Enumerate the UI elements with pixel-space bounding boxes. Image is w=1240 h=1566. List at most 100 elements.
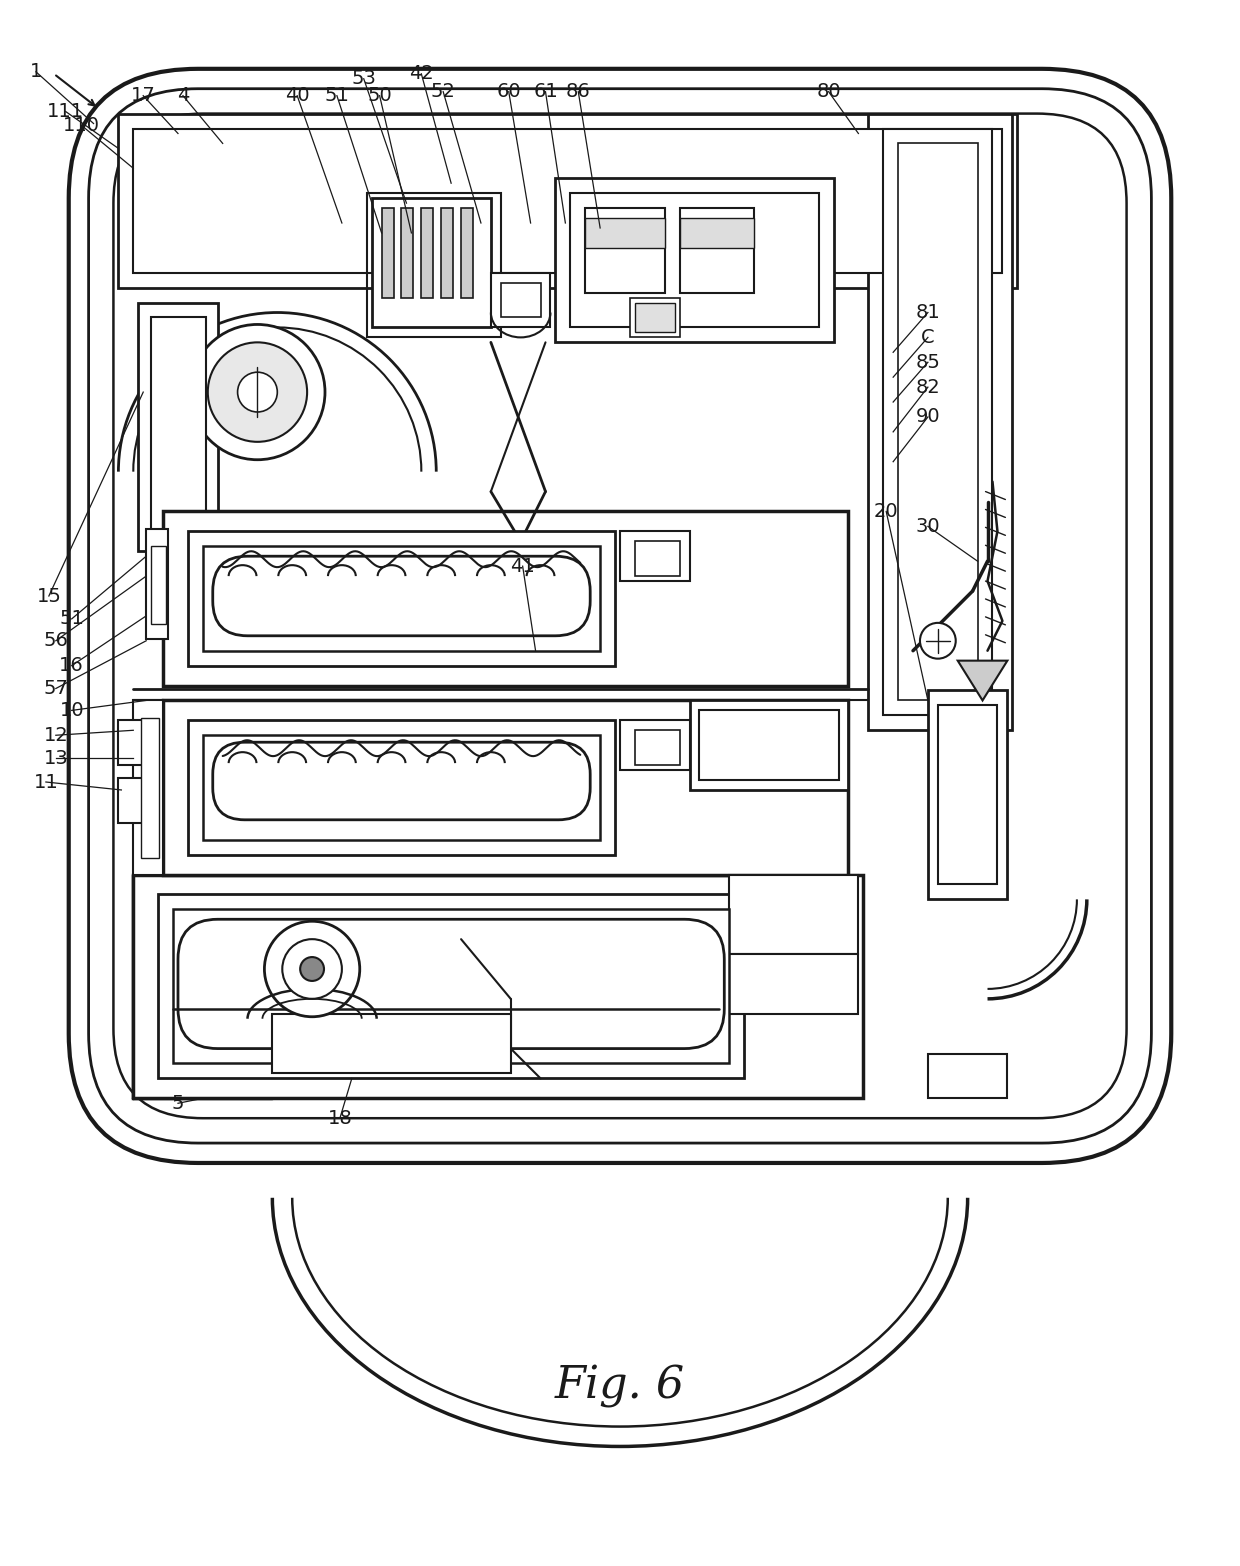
Bar bbox=[174, 910, 729, 1063]
Bar bbox=[151, 318, 206, 536]
Bar bbox=[422, 208, 433, 298]
Bar bbox=[630, 298, 680, 337]
Circle shape bbox=[238, 373, 278, 412]
Text: 110: 110 bbox=[63, 116, 100, 135]
Bar bbox=[164, 512, 848, 686]
Text: 11: 11 bbox=[33, 772, 58, 791]
Bar bbox=[146, 529, 169, 639]
Bar bbox=[585, 208, 665, 293]
Bar bbox=[883, 128, 992, 716]
Bar bbox=[118, 114, 1017, 288]
Circle shape bbox=[264, 921, 360, 1016]
Bar bbox=[151, 547, 166, 623]
Text: 61: 61 bbox=[533, 81, 558, 102]
Text: 16: 16 bbox=[60, 656, 84, 675]
Bar bbox=[164, 700, 848, 874]
Bar bbox=[635, 730, 680, 766]
Bar bbox=[402, 208, 413, 298]
Bar bbox=[937, 705, 997, 885]
Text: 42: 42 bbox=[409, 64, 434, 83]
Bar bbox=[133, 128, 1002, 272]
Bar bbox=[699, 711, 838, 780]
Bar bbox=[133, 874, 863, 1098]
Bar bbox=[680, 218, 754, 247]
Text: 5: 5 bbox=[172, 1093, 185, 1113]
Polygon shape bbox=[957, 661, 1007, 700]
Bar bbox=[118, 778, 149, 822]
Text: 53: 53 bbox=[351, 69, 376, 88]
Text: 12: 12 bbox=[43, 725, 68, 745]
Text: 82: 82 bbox=[915, 377, 940, 396]
Text: 20: 20 bbox=[874, 503, 899, 521]
Bar bbox=[491, 272, 551, 327]
Bar bbox=[159, 894, 744, 1079]
Bar bbox=[118, 114, 1017, 288]
Text: 90: 90 bbox=[915, 407, 940, 426]
Text: 56: 56 bbox=[43, 631, 68, 650]
Bar bbox=[928, 691, 1007, 899]
Bar bbox=[133, 700, 164, 874]
Bar bbox=[118, 720, 149, 766]
Text: 50: 50 bbox=[367, 86, 392, 105]
Bar bbox=[680, 208, 754, 293]
Text: 80: 80 bbox=[816, 81, 841, 102]
Bar bbox=[141, 719, 159, 858]
Bar bbox=[118, 720, 149, 766]
Text: 111: 111 bbox=[47, 102, 84, 121]
FancyBboxPatch shape bbox=[179, 919, 724, 1049]
FancyBboxPatch shape bbox=[213, 556, 590, 636]
Bar bbox=[164, 700, 848, 874]
Circle shape bbox=[920, 623, 956, 659]
Text: 52: 52 bbox=[430, 81, 455, 102]
Circle shape bbox=[283, 940, 342, 999]
Text: 60: 60 bbox=[496, 81, 521, 102]
Bar bbox=[188, 720, 615, 855]
Text: 51: 51 bbox=[60, 609, 84, 628]
Bar bbox=[868, 114, 1012, 730]
Bar bbox=[585, 218, 665, 247]
Bar bbox=[501, 283, 541, 318]
Text: 1: 1 bbox=[30, 63, 42, 81]
Bar bbox=[372, 199, 491, 327]
Bar bbox=[461, 208, 472, 298]
Bar bbox=[556, 179, 833, 343]
Text: 51: 51 bbox=[325, 86, 350, 105]
Bar bbox=[133, 874, 863, 1098]
Text: 86: 86 bbox=[565, 81, 590, 102]
Bar bbox=[729, 954, 858, 1013]
Bar bbox=[146, 529, 169, 639]
Text: 18: 18 bbox=[327, 1109, 352, 1128]
FancyBboxPatch shape bbox=[213, 742, 590, 821]
Text: Fig. 6: Fig. 6 bbox=[554, 1366, 686, 1408]
FancyBboxPatch shape bbox=[68, 69, 1172, 1164]
Bar bbox=[203, 547, 600, 651]
Bar bbox=[382, 208, 393, 298]
Bar bbox=[729, 874, 858, 954]
Circle shape bbox=[190, 324, 325, 460]
Bar bbox=[928, 1054, 1007, 1098]
Text: 85: 85 bbox=[915, 352, 940, 371]
Bar bbox=[928, 1054, 1007, 1098]
Text: 57: 57 bbox=[43, 680, 68, 698]
Bar bbox=[164, 512, 848, 686]
Circle shape bbox=[208, 343, 308, 442]
Bar bbox=[118, 778, 149, 822]
Text: 81: 81 bbox=[915, 302, 940, 323]
Bar bbox=[441, 208, 453, 298]
Text: 13: 13 bbox=[43, 749, 68, 767]
Text: C: C bbox=[921, 327, 935, 348]
Bar bbox=[620, 720, 689, 770]
Text: 40: 40 bbox=[285, 86, 310, 105]
Text: 15: 15 bbox=[36, 587, 61, 606]
Bar bbox=[273, 1013, 511, 1073]
Text: 30: 30 bbox=[915, 517, 940, 536]
Bar bbox=[133, 700, 164, 874]
Bar bbox=[556, 179, 833, 343]
Bar bbox=[188, 531, 615, 666]
Bar bbox=[928, 691, 1007, 899]
Text: 41: 41 bbox=[511, 556, 534, 576]
Bar bbox=[367, 193, 501, 337]
Bar bbox=[635, 302, 675, 332]
Bar bbox=[729, 874, 858, 954]
Bar bbox=[689, 700, 848, 789]
